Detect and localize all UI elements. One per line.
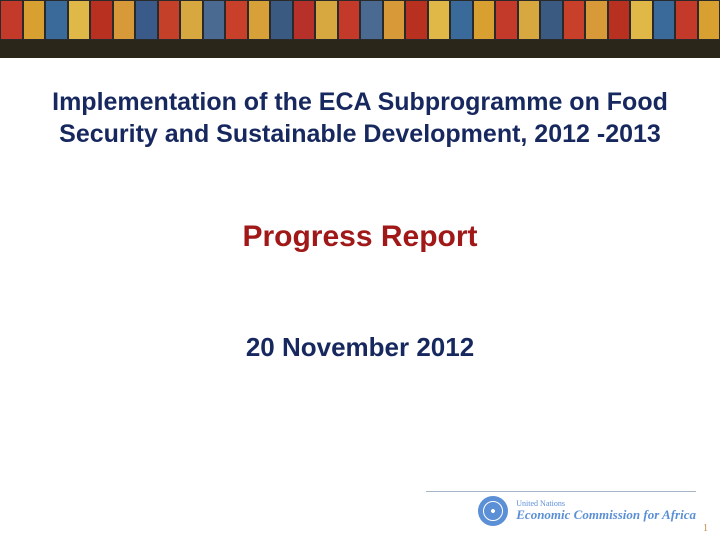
glass-pane xyxy=(540,0,563,40)
glass-pane xyxy=(405,0,428,40)
slide-content: Implementation of the ECA Subprogramme o… xyxy=(0,58,720,363)
glass-pane xyxy=(630,0,653,40)
glass-pane xyxy=(0,0,23,40)
glass-pane xyxy=(45,0,68,40)
glass-pane xyxy=(608,0,631,40)
banner-dark-strip xyxy=(0,40,720,58)
glass-pane xyxy=(675,0,698,40)
glass-pane xyxy=(158,0,181,40)
stained-glass-row xyxy=(0,0,720,40)
glass-pane xyxy=(68,0,91,40)
glass-pane xyxy=(90,0,113,40)
glass-pane xyxy=(563,0,586,40)
glass-pane xyxy=(180,0,203,40)
glass-pane xyxy=(360,0,383,40)
footer-rule xyxy=(426,491,696,492)
glass-pane xyxy=(338,0,361,40)
un-emblem-icon xyxy=(478,496,508,526)
glass-pane xyxy=(270,0,293,40)
page-number: 1 xyxy=(703,523,708,534)
slide-title: Implementation of the ECA Subprogramme o… xyxy=(30,86,690,150)
glass-pane xyxy=(113,0,136,40)
glass-pane xyxy=(315,0,338,40)
glass-pane xyxy=(135,0,158,40)
logo-line2: Economic Commission for Africa xyxy=(516,508,696,522)
glass-pane xyxy=(585,0,608,40)
header-banner xyxy=(0,0,720,58)
glass-pane xyxy=(203,0,226,40)
footer-logo: United Nations Economic Commission for A… xyxy=(478,496,696,526)
glass-pane xyxy=(428,0,451,40)
glass-pane xyxy=(248,0,271,40)
glass-pane xyxy=(518,0,541,40)
glass-pane xyxy=(450,0,473,40)
glass-pane xyxy=(495,0,518,40)
glass-pane xyxy=(383,0,406,40)
slide-date: 20 November 2012 xyxy=(30,332,690,363)
glass-pane xyxy=(473,0,496,40)
glass-pane xyxy=(225,0,248,40)
glass-pane xyxy=(293,0,316,40)
glass-pane xyxy=(698,0,720,40)
glass-pane xyxy=(653,0,676,40)
glass-pane xyxy=(23,0,46,40)
logo-text: United Nations Economic Commission for A… xyxy=(516,500,696,522)
slide-subtitle: Progress Report xyxy=(30,220,690,254)
